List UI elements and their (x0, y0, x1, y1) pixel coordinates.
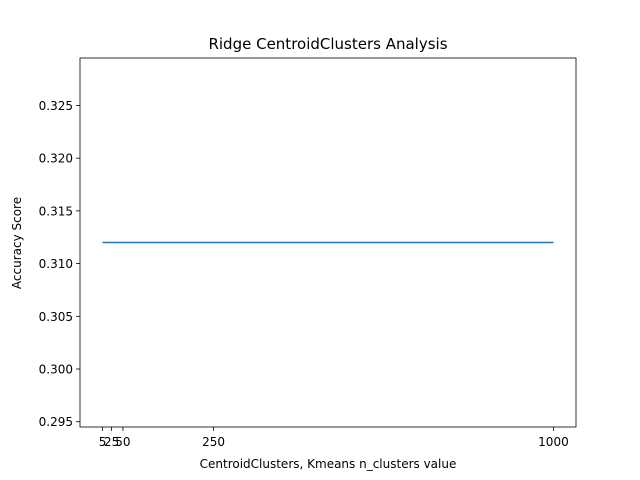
y-tick-label: 0.305 (39, 310, 73, 324)
x-tick-label: 1000 (538, 435, 569, 449)
y-tick-label: 0.310 (39, 257, 73, 271)
y-tick-label: 0.325 (39, 99, 73, 113)
x-tick-label: 5 (99, 435, 107, 449)
chart-title: Ridge CentroidClusters Analysis (208, 35, 447, 53)
y-tick-label: 0.315 (39, 204, 73, 218)
y-axis-label: Accuracy Score (10, 197, 24, 289)
x-tick-label: 25 (104, 435, 119, 449)
plot-frame (79, 57, 577, 428)
y-tick-label: 0.300 (39, 363, 73, 377)
y-tick-label: 0.320 (39, 152, 73, 166)
x-tick-label: 250 (202, 435, 225, 449)
y-tick-label: 0.295 (39, 415, 73, 429)
x-tick-label: 50 (115, 435, 130, 449)
x-axis-label: CentroidClusters, Kmeans n_clusters valu… (200, 457, 457, 471)
